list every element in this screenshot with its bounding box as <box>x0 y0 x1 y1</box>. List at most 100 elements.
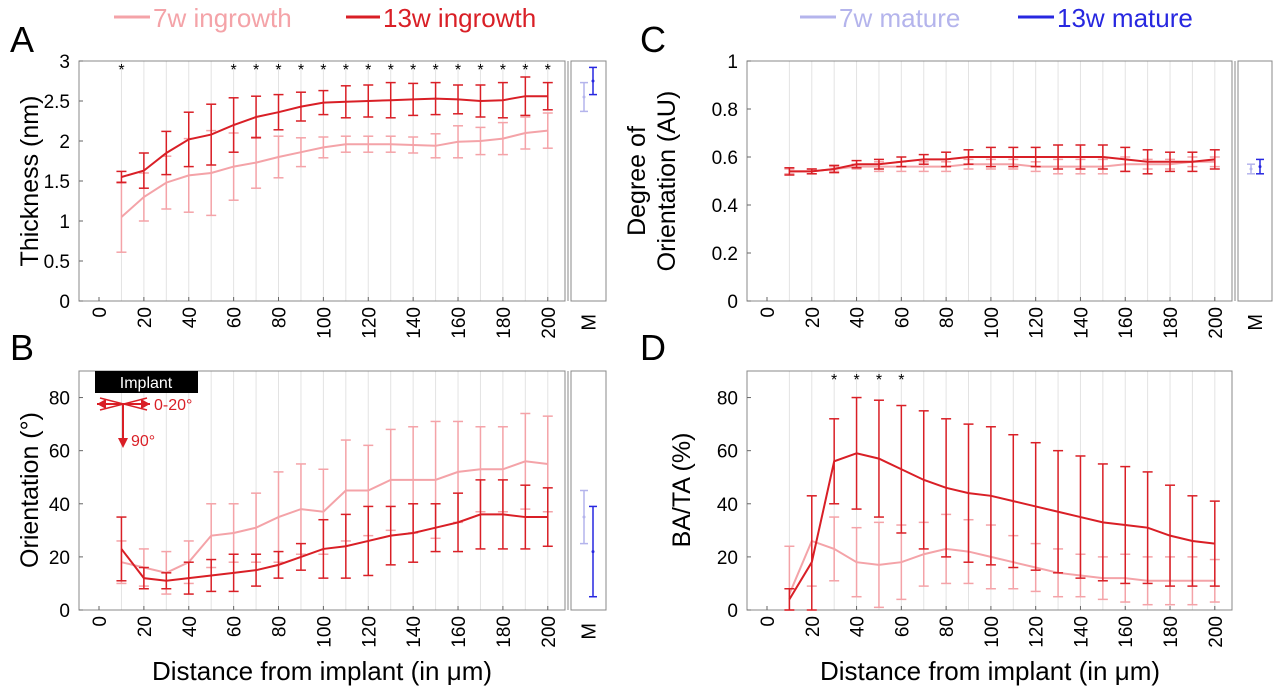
series-13w-ingrowth <box>784 396 1220 611</box>
y-tick-label: 1.5 <box>44 172 70 193</box>
significance-star: * <box>477 62 483 79</box>
mature-mean <box>582 95 586 99</box>
x-tick-label: 100 <box>982 307 1003 339</box>
x-tick-label: 40 <box>848 307 869 328</box>
range-label: 0-20° <box>154 397 192 414</box>
x-tick-label: 80 <box>937 307 958 328</box>
significance-star: * <box>275 62 281 79</box>
x-tick-label: 180 <box>494 307 515 339</box>
panel-letter: C <box>640 19 666 60</box>
significance-star: * <box>118 62 124 79</box>
x-tick-label: 0 <box>90 307 111 318</box>
y-tick-label: 0.2 <box>712 244 738 265</box>
x-tick-label: 100 <box>982 616 1003 648</box>
x-axis-label-left: Distance from implant (in μm) <box>152 656 492 686</box>
x-tick-label: 100 <box>314 616 335 648</box>
x-tick-label: 200 <box>1206 616 1227 648</box>
y-tick-label: 2.5 <box>44 92 70 113</box>
x-tick-label: 80 <box>937 616 958 637</box>
mature-mean <box>1258 165 1262 169</box>
series-13w-ingrowth <box>116 479 553 595</box>
x-tick-label: 60 <box>225 307 246 328</box>
implant-label: Implant <box>120 375 173 392</box>
significance-star: * <box>898 372 904 389</box>
panel-a: A M 0 0.5 1 1.5 2 2.5 3 0 20 40 60 80 100 120 140 160 180 2… <box>10 19 607 339</box>
x-tick-label: 60 <box>892 307 913 328</box>
mature-frame <box>570 370 607 611</box>
y-axis-label: Thickness (nm) <box>16 96 44 267</box>
x-tick-label: 200 <box>539 307 560 339</box>
arrow-head-right <box>141 399 150 409</box>
y-axis-label: Orientation (AU) <box>653 91 681 272</box>
panel-letter: B <box>10 327 34 368</box>
y-tick-label: 0 <box>727 292 738 313</box>
legend-13w-mature-label: 13w mature <box>1057 3 1193 33</box>
significance-star: * <box>410 62 416 79</box>
plot-frame <box>78 370 566 611</box>
y-tick-label: 0 <box>59 292 70 313</box>
x-tick-label: 40 <box>180 616 201 637</box>
x-tick-label: 180 <box>1161 616 1182 648</box>
series-line <box>120 129 548 218</box>
series-7w-ingrowth <box>116 412 553 595</box>
y-tick-label: 1 <box>727 52 738 73</box>
mature-mean <box>591 79 595 83</box>
y-axis-label: BA/TA (%) <box>668 433 696 548</box>
plot-frame <box>746 370 1233 611</box>
y-tick-label: 80 <box>717 389 738 410</box>
y-tick-label: 60 <box>717 442 738 463</box>
mature-tick-label: M <box>579 623 601 640</box>
mature-frame <box>1237 60 1273 302</box>
x-tick-label: 140 <box>1071 307 1092 339</box>
significance-star: * <box>876 372 882 389</box>
x-tick-label: 0 <box>758 616 779 627</box>
y-tick-label: 0.8 <box>712 100 738 121</box>
y-axis-label: Orientation (°) <box>16 412 44 568</box>
panel-letter: A <box>10 19 34 60</box>
y-tick-label: 20 <box>717 548 738 569</box>
x-tick-label: 20 <box>803 307 824 328</box>
series-line <box>788 452 1215 600</box>
arrow-head-down <box>118 438 128 448</box>
series-7w-ingrowth <box>116 112 553 253</box>
x-tick-label: 100 <box>314 307 335 339</box>
x-tick-label: 0 <box>90 616 111 627</box>
significance-star: * <box>831 372 837 389</box>
significance-star: * <box>365 62 371 79</box>
y-tick-label: 60 <box>49 442 70 463</box>
mature-mean <box>1249 167 1253 171</box>
legend-7w-mature-label: 7w mature <box>839 3 960 33</box>
significance-star: * <box>298 62 304 79</box>
series-line <box>121 460 548 574</box>
series-7w-ingrowth <box>784 495 1220 611</box>
panel-d: D 0 20 40 60 80 0 20 40 60 80 100 120 140 160 180 200 BA/… <box>640 327 1233 648</box>
y-tick-label: 2 <box>59 132 70 153</box>
x-tick-label: 180 <box>1161 307 1182 339</box>
series-line <box>789 156 1215 173</box>
x-tick-label: 120 <box>359 616 380 648</box>
x-tick-label: 120 <box>1027 616 1048 648</box>
x-tick-label: 160 <box>449 616 470 648</box>
series-13w-ingrowth <box>116 76 553 189</box>
plot-frame <box>78 60 566 302</box>
series-line <box>121 95 548 178</box>
legend-ingrowth: 7w ingrowth 13w ingrowth <box>114 3 536 33</box>
y-tick-label: 1 <box>59 212 70 233</box>
x-axis-label-right: Distance from implant (in μm) <box>820 656 1160 686</box>
significance-star: * <box>432 62 438 79</box>
orientation-inset: Implant 0-20° 90° <box>95 371 198 450</box>
x-tick-label: 180 <box>494 616 515 648</box>
significance-star: * <box>388 62 394 79</box>
y-tick-label: 0.4 <box>712 196 739 217</box>
series-line <box>120 513 548 582</box>
significance-star: * <box>253 62 259 79</box>
x-tick-label: 20 <box>135 616 156 637</box>
x-tick-label: 120 <box>1027 307 1048 339</box>
significance-star: * <box>320 62 326 79</box>
x-tick-label: 0 <box>758 307 779 318</box>
y-tick-label: 40 <box>717 495 738 516</box>
implant-bar <box>95 371 198 393</box>
significance-star: * <box>343 62 349 79</box>
significance-star: * <box>455 62 461 79</box>
